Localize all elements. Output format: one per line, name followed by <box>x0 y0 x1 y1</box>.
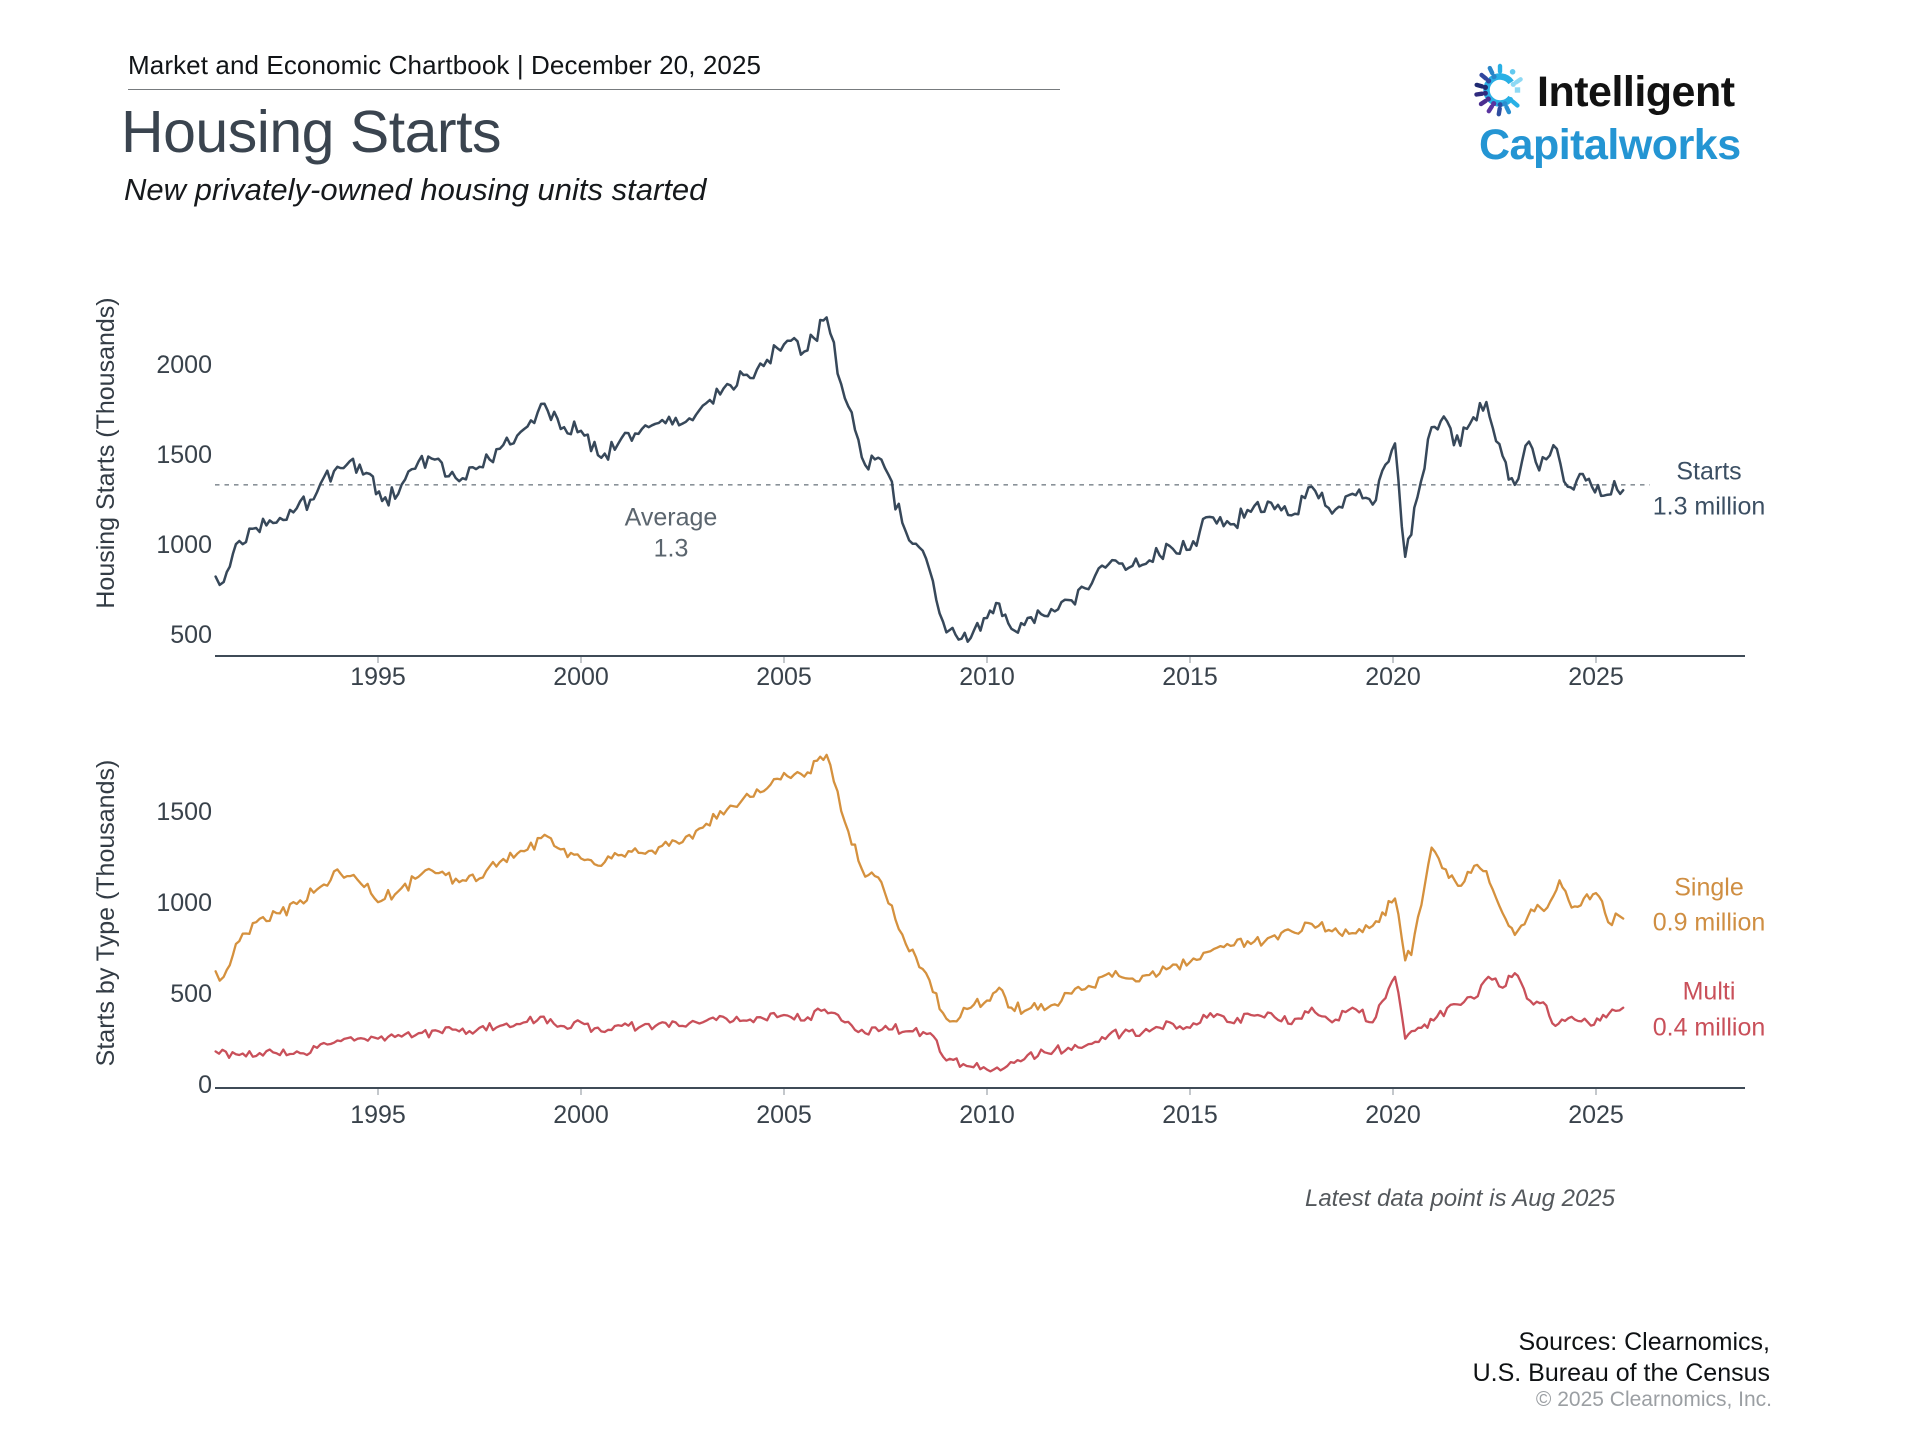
sources-line-2: U.S. Bureau of the Census <box>1472 1359 1770 1387</box>
x-tick-label: 1995 <box>350 663 406 691</box>
x-tick-label: 2005 <box>756 1101 812 1129</box>
logo-word-capitalworks: Capitalworks <box>1479 121 1741 169</box>
single-series-value: 0.9 million <box>1652 908 1766 937</box>
chartbook-header: Market and Economic Chartbook | December… <box>128 50 762 80</box>
x-tick-label: 1995 <box>350 1101 406 1129</box>
starts-series-line <box>214 316 1625 643</box>
y-tick-label: 500 <box>170 980 212 1008</box>
multi-series-label: Multi <box>1682 977 1736 1006</box>
average-line-label: Average <box>624 503 718 532</box>
y-tick-label: 0 <box>198 1071 212 1099</box>
x-tick-label: 2010 <box>959 663 1015 691</box>
latest-data-footnote: Latest data point is Aug 2025 <box>1304 1185 1615 1212</box>
y-tick-label: 1000 <box>156 531 212 559</box>
copyright-note: © 2025 Clearnomics, Inc. <box>1535 1388 1772 1411</box>
starts-series-label: Starts <box>1676 457 1742 486</box>
sources-line-1: Sources: Clearnomics, <box>1518 1328 1770 1356</box>
starts-series-value: 1.3 million <box>1652 492 1766 521</box>
header-divider <box>128 89 1060 90</box>
x-tick-label: 2000 <box>553 663 609 691</box>
x-tick-label: 2015 <box>1162 1101 1218 1129</box>
x-tick-label: 2005 <box>756 663 812 691</box>
y-tick-label: 1000 <box>156 889 212 917</box>
page-subtitle: New privately-owned housing units starte… <box>124 172 707 207</box>
x-tick-label: 2020 <box>1365 663 1421 691</box>
x-tick-label: 2025 <box>1568 1101 1624 1129</box>
average-line-value: 1.3 <box>653 534 689 563</box>
logo-burst-icon <box>1468 58 1532 127</box>
x-tick-label: 2010 <box>959 1101 1015 1129</box>
y-tick-label: 1500 <box>156 798 212 826</box>
logo-word-intelligent: Intelligent <box>1537 68 1735 116</box>
page-title: Housing Starts <box>121 99 501 165</box>
y-tick-label: 1500 <box>156 441 212 469</box>
x-tick-label: 2015 <box>1162 663 1218 691</box>
company-logo: Intelligent Capitalworks <box>1468 58 1741 170</box>
x-tick-label: 2020 <box>1365 1101 1421 1129</box>
y-tick-label: 500 <box>170 621 212 649</box>
single-series-label: Single <box>1674 873 1744 902</box>
multi-series-value: 0.4 million <box>1652 1013 1766 1042</box>
single-series-line <box>214 753 1625 1023</box>
multi-series-line <box>214 972 1625 1073</box>
x-tick-label: 2000 <box>553 1101 609 1129</box>
y-tick-label: 2000 <box>156 351 212 379</box>
x-tick-label: 2025 <box>1568 663 1624 691</box>
